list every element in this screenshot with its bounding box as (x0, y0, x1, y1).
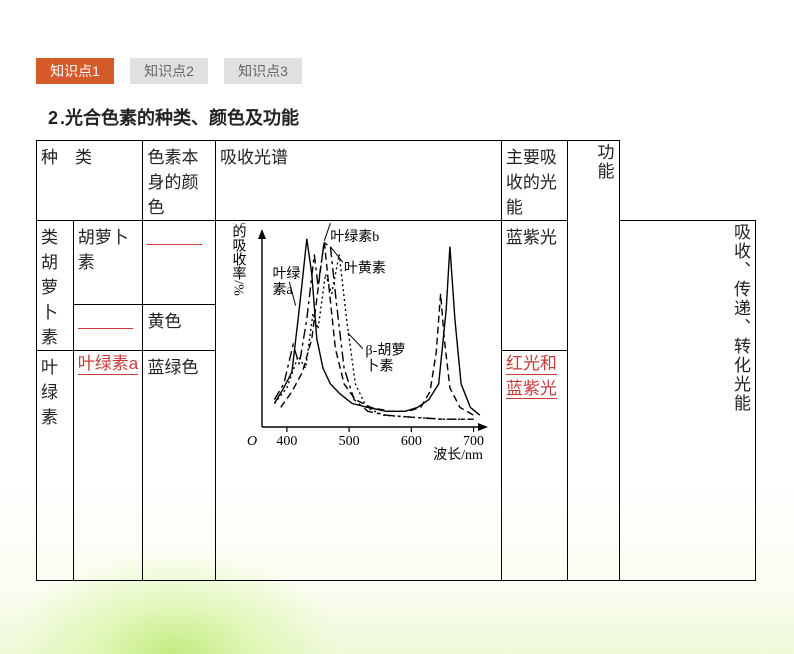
th-type: 种 类 (37, 141, 143, 221)
cell-carotene: 胡萝卜素 (73, 221, 143, 305)
cell-lutein (73, 305, 143, 351)
cell-carotenoids-group: 类胡萝卜素 (37, 221, 74, 351)
cell-carotenoids-absorb: 蓝紫光 (501, 221, 567, 351)
cell-carotene-color (143, 221, 216, 305)
svg-text:叶黄素: 叶黄素 (344, 259, 386, 276)
tab-kp3[interactable]: 知识点3 (224, 58, 302, 84)
svg-text:400: 400 (276, 434, 297, 449)
svg-text:600: 600 (401, 434, 422, 449)
carotene-color-blank (147, 224, 202, 245)
cell-spectrum: 400 500 600 700 O 波长/nm 光的吸收率/% 叶绿素b 叶黄素 叶绿素a β-胡萝… (216, 221, 502, 581)
cell-chlorophyll-sub: 叶绿素a (73, 351, 143, 581)
svg-text:O: O (247, 434, 257, 449)
cell-chlorophyll-absorb: 红光和 蓝紫光 (501, 351, 567, 581)
chl-absorb-2: 蓝紫光 (506, 379, 557, 400)
svg-text:素a: 素a (272, 282, 293, 298)
th-selfcolor: 色素本身的颜色 (143, 141, 216, 221)
th-spectrum: 吸收光谱 (216, 141, 502, 221)
cell-chlorophyll-color: 蓝绿色 (143, 351, 216, 581)
svg-text:500: 500 (339, 434, 360, 449)
absorption-spectrum-chart: 400 500 600 700 O 波长/nm 光的吸收率/% 叶绿素b 叶黄素 叶绿素a β-胡萝… (220, 223, 496, 461)
th-absorb: 主要吸收的光能 (501, 141, 567, 221)
section-heading: 2.光合色素的种类、颜色及功能 (48, 104, 794, 130)
svg-text:卜素: 卜素 (366, 359, 394, 375)
th-function: 功能 (567, 141, 619, 581)
tab-kp2[interactable]: 知识点2 (130, 58, 208, 84)
svg-text:叶绿: 叶绿 (272, 266, 300, 282)
svg-text:β-胡萝: β-胡萝 (366, 343, 406, 359)
svg-text:波长/nm: 波长/nm (433, 447, 483, 461)
svg-text:700: 700 (463, 434, 484, 449)
chl-a-fill: 叶绿素a (78, 354, 138, 375)
svg-text:叶绿素b: 叶绿素b (330, 229, 379, 245)
cell-function: 吸收、传递、转化光能 (619, 221, 756, 581)
heading-number: 2 (48, 108, 58, 128)
tab-bar: 知识点1 知识点2 知识点3 (36, 58, 794, 84)
heading-text: .光合色素的种类、颜色及功能 (60, 108, 299, 128)
pigment-table: 种 类 色素本身的颜色 吸收光谱 主要吸收的光能 功能 类胡萝卜素 胡萝卜素 4… (36, 140, 756, 581)
cell-lutein-color: 黄色 (143, 305, 216, 351)
svg-text:光的吸收率/%: 光的吸收率/% (231, 223, 247, 296)
carotene-label: 胡萝卜素 (78, 228, 129, 272)
cell-chlorophyll-group: 叶绿素 (37, 351, 74, 581)
tab-kp1[interactable]: 知识点1 (36, 58, 114, 84)
fn-text-1: 功能 (595, 143, 614, 181)
chl-absorb-1: 红光和 (506, 354, 557, 375)
lutein-blank (78, 308, 133, 329)
